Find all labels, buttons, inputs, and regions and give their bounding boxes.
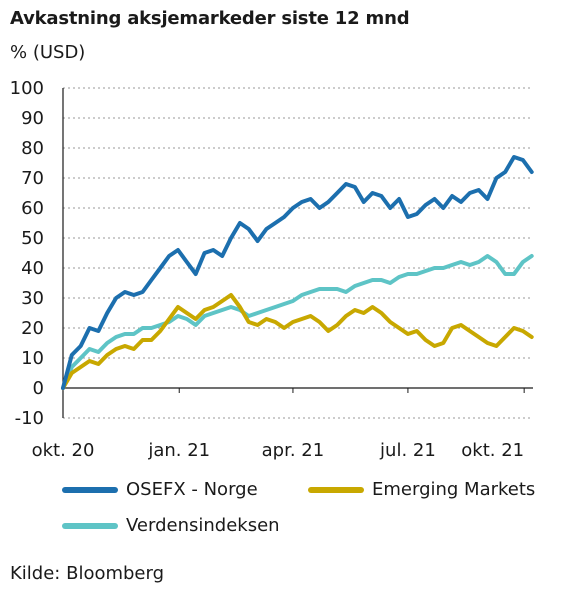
y-tick-label: 20	[21, 318, 44, 339]
y-tick-label: 70	[21, 168, 44, 189]
x-tick-label: apr. 21	[262, 440, 325, 461]
legend-label-osefx: OSEFX - Norge	[126, 479, 258, 500]
source-note: Kilde: Bloomberg	[10, 563, 165, 584]
legend-item-osefx: OSEFX - Norge	[62, 479, 258, 500]
gridlines	[63, 87, 533, 419]
x-tick-label: okt. 20	[32, 440, 95, 461]
legend-swatch-emerging-markets	[308, 486, 364, 493]
y-tick-label: -10	[15, 408, 44, 429]
x-tick-label: okt. 21	[461, 440, 524, 461]
x-tick-label: jul. 21	[379, 440, 436, 461]
y-tick-label: 100	[10, 78, 44, 99]
axes	[62, 88, 533, 418]
y-tick-label: 60	[21, 198, 44, 219]
legend-swatch-verdensindeksen	[62, 522, 118, 529]
series-line-osefx-norge	[61, 155, 534, 390]
series-lines	[61, 155, 534, 390]
y-tick-label: 30	[21, 288, 44, 309]
y-tick-label: 80	[21, 138, 44, 159]
y-axis-unit-label: % (USD)	[10, 42, 86, 63]
x-tick-label: jan. 21	[147, 440, 210, 461]
legend-item-emerging-markets: Emerging Markets	[308, 479, 535, 500]
y-tick-label: 0	[33, 378, 44, 399]
y-tick-label: 90	[21, 108, 44, 129]
legend-label-emerging-markets: Emerging Markets	[372, 479, 536, 500]
legend-item-verdensindeksen: Verdensindeksen	[62, 515, 280, 536]
legend-swatch-osefx	[62, 486, 118, 493]
y-tick-label: 40	[21, 258, 44, 279]
series-line-verdensindeksen	[61, 254, 534, 390]
y-tick-label: 50	[21, 228, 44, 249]
chart-title: Avkastning aksjemarkeder siste 12 mnd	[10, 8, 410, 29]
x-tick-labels: okt. 20 jan. 21 apr. 21 jul. 21 okt. 21	[32, 440, 525, 461]
y-tick-label: 10	[21, 348, 44, 369]
series-line-emerging-markets	[61, 293, 534, 390]
legend-label-verdensindeksen: Verdensindeksen	[126, 515, 280, 536]
